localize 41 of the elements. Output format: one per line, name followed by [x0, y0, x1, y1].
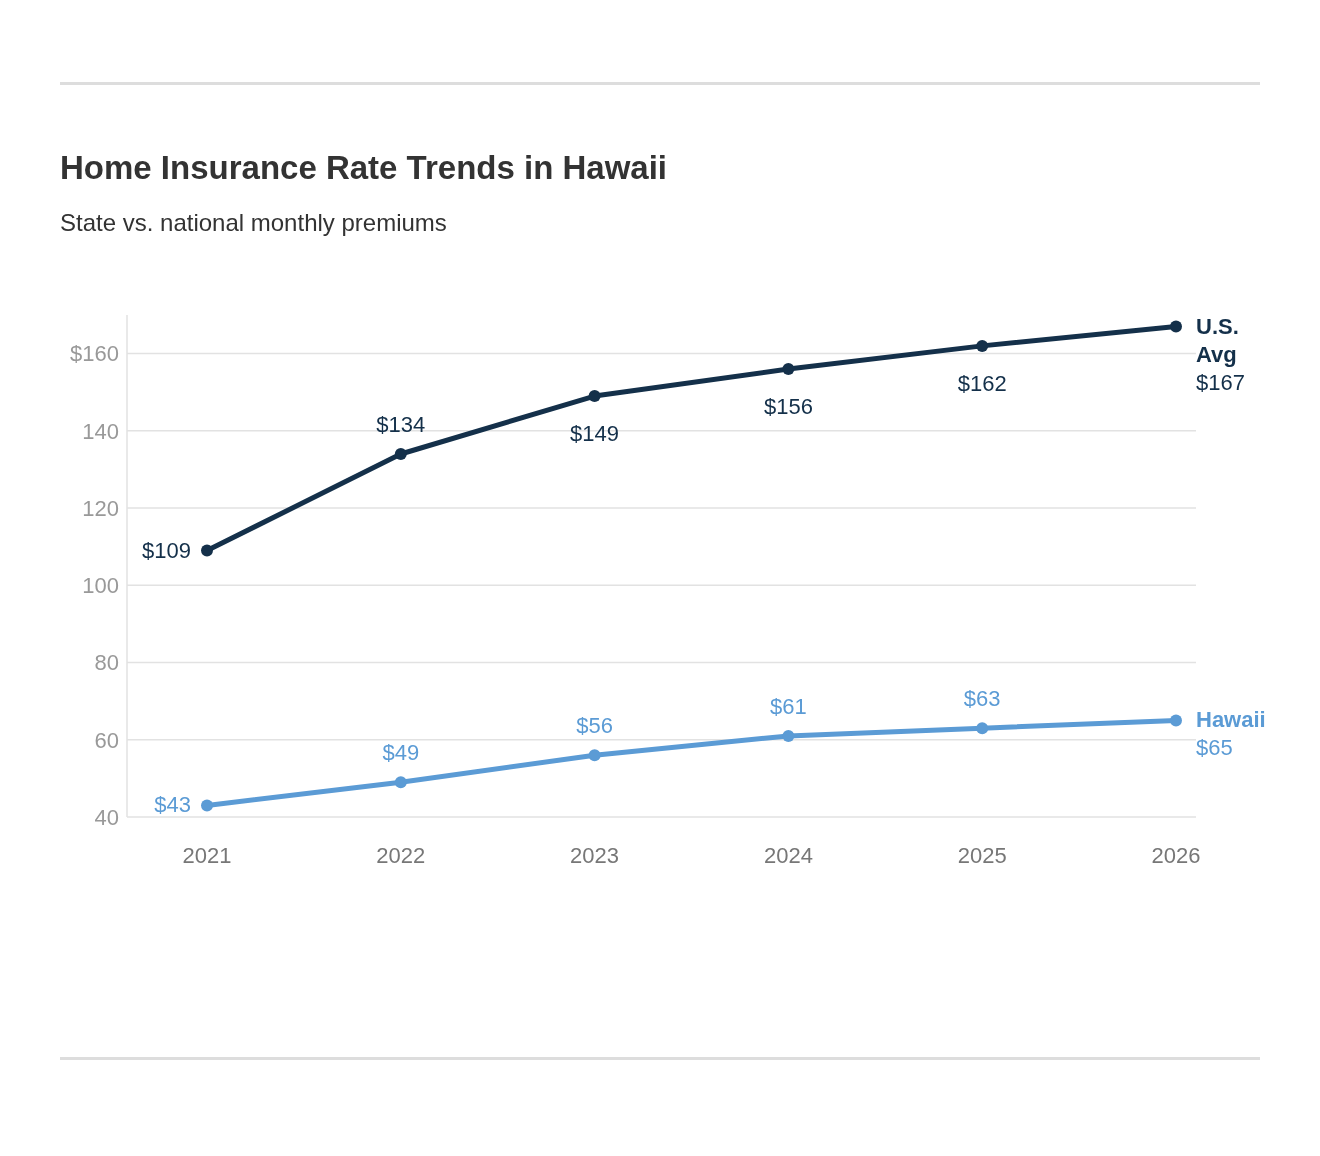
data-label: $61: [770, 693, 807, 719]
data-label: $167: [1196, 369, 1245, 395]
data-label: $156: [763, 394, 813, 420]
point: [394, 448, 407, 461]
x-tick-label: 2021: [182, 842, 232, 868]
chart-subtitle: State vs. national monthly premiums: [60, 209, 448, 237]
point: [201, 544, 213, 557]
y-tick-label: $160: [70, 341, 119, 367]
y-tick-label: 100: [82, 573, 119, 599]
y-tick-label: 120: [82, 495, 119, 521]
y-tick-label: 60: [94, 727, 119, 753]
data-label: $134: [376, 412, 426, 438]
point: [782, 729, 795, 742]
data-label: $109: [142, 537, 191, 563]
x-tick-label: 2026: [1151, 842, 1201, 868]
data-label: $162: [957, 370, 1007, 396]
point: [1170, 320, 1182, 333]
point: [394, 776, 407, 789]
data-label: $149: [570, 421, 620, 447]
x-tick-label: 2023: [570, 842, 620, 868]
point: [976, 722, 989, 735]
x-tick-label: 2024: [763, 842, 813, 868]
y-tick-label: 140: [82, 418, 119, 444]
point: [782, 363, 795, 376]
point: [588, 390, 601, 403]
series-label: Hawaii: [1196, 707, 1266, 733]
data-label: $63: [963, 686, 1001, 712]
data-label: $65: [1196, 735, 1233, 761]
chart-title: Home Insurance Rate Trends in Hawaii: [60, 149, 669, 187]
point: [976, 339, 989, 352]
x-tick-label: 2022: [376, 842, 426, 868]
data-label: $49: [382, 740, 420, 766]
y-tick-label: 40: [94, 804, 119, 830]
data-label: $56: [576, 713, 613, 739]
series-label: U.S. Avg: [1196, 313, 1239, 367]
data-label: $43: [154, 792, 191, 818]
y-tick-label: 80: [94, 650, 119, 676]
point: [201, 799, 213, 812]
point: [588, 749, 601, 762]
x-tick-label: 2025: [957, 842, 1007, 868]
point: [1170, 714, 1182, 727]
